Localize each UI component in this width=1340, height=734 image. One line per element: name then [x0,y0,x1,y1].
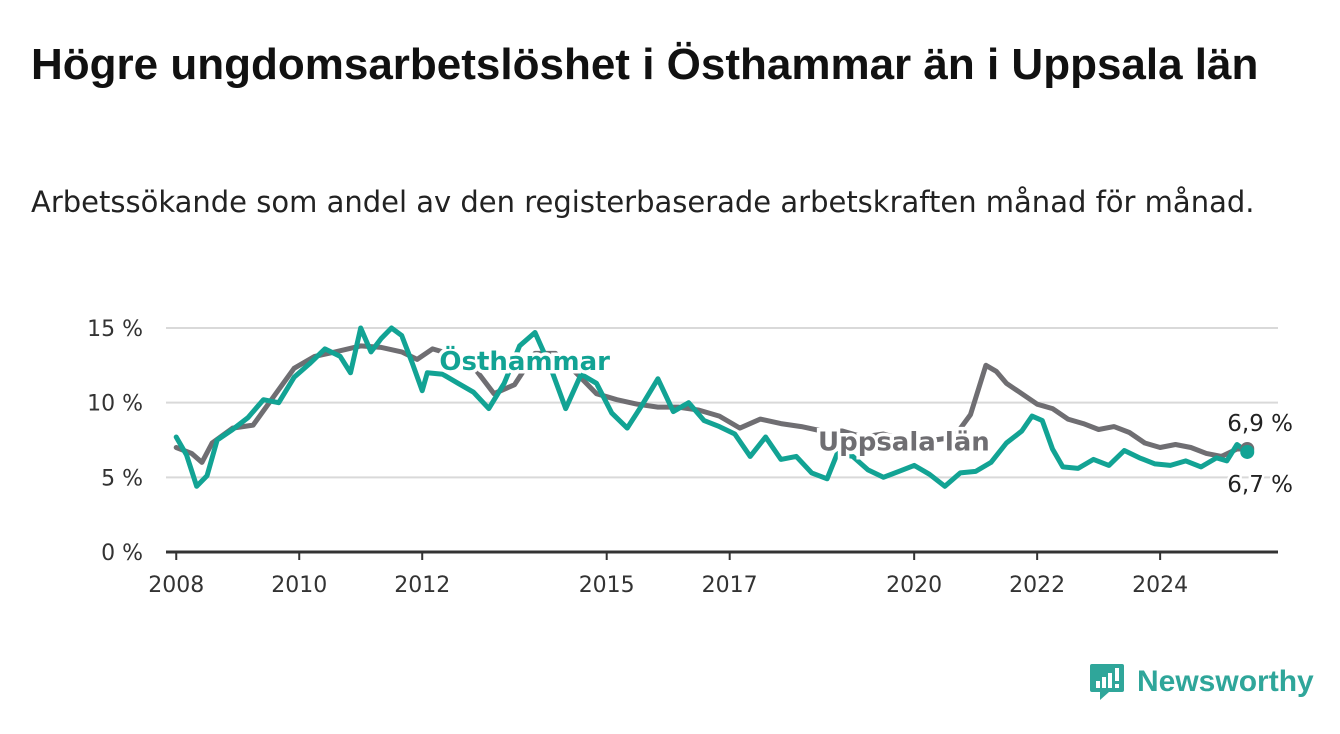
page-title: Högre ungdomsarbetslöshet i Östhammar än… [31,40,1259,89]
x-tick-label: 2015 [579,573,635,598]
series-line--sthammar [173,325,1250,489]
x-tick-label: 2012 [394,573,450,598]
x-tick-label: 2008 [148,573,204,598]
chart-subtitle: Arbetssökande som andel av den registerb… [31,185,1255,219]
series-end-label: 6,9 % [1227,411,1293,437]
y-tick-label: 5 % [101,466,143,491]
x-tick-label: 2017 [702,573,758,598]
series-line-uppsala-l-n [173,343,1250,465]
series-annotation: Östhammar [439,344,610,377]
series-end-point [1240,444,1255,459]
series-annotation: Uppsala län [818,427,990,457]
newsworthy-logo: Newsworthy [1089,660,1314,704]
x-tick-label: 2020 [886,573,942,598]
x-tick-label: 2022 [1009,573,1065,598]
y-tick-label: 15 % [87,317,143,342]
logo-text: Newsworthy [1137,665,1314,698]
bar-chart-exclamation-icon [1090,664,1124,700]
series-end-label: 6,7 % [1227,472,1293,498]
x-tick-label: 2010 [271,573,327,598]
y-tick-label: 10 % [87,392,143,417]
y-tick-label: 0 % [101,541,143,566]
x-tick-label: 2024 [1132,573,1188,598]
